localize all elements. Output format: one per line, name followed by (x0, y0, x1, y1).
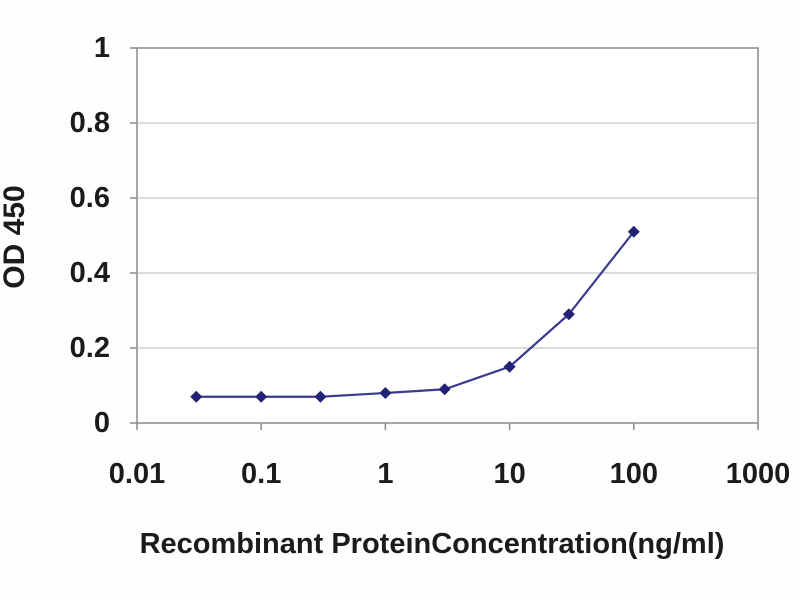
data-point-marker (627, 225, 640, 238)
y-tick-label: 0 (93, 407, 110, 439)
y-tick-label: 0.6 (69, 182, 110, 214)
data-point-marker (190, 390, 203, 403)
y-tick-label: 1 (93, 32, 110, 64)
data-point-marker (562, 308, 575, 321)
x-tick-label: 0.1 (241, 458, 282, 490)
x-tick-label: 0.01 (108, 458, 166, 490)
x-tick-label: 1000 (725, 458, 791, 490)
series-line (196, 231, 635, 398)
data-point-marker (314, 390, 327, 403)
x-tick-label: 100 (609, 458, 658, 490)
data-point-marker (379, 387, 392, 399)
y-axis-title: OD 450 (0, 185, 31, 289)
x-tick-label: 1 (377, 458, 394, 490)
x-tick-label: 10 (493, 458, 526, 490)
y-tick-label: 0.4 (69, 257, 110, 289)
plot-border (136, 47, 759, 424)
y-tick-label: 0.8 (69, 107, 110, 139)
data-point-marker (438, 383, 451, 396)
data-point-marker (503, 360, 516, 373)
y-tick-label: 0.2 (69, 332, 110, 364)
x-axis-title: Recombinant ProteinConcentration(ng/ml) (139, 528, 725, 560)
data-point-marker (255, 390, 268, 403)
